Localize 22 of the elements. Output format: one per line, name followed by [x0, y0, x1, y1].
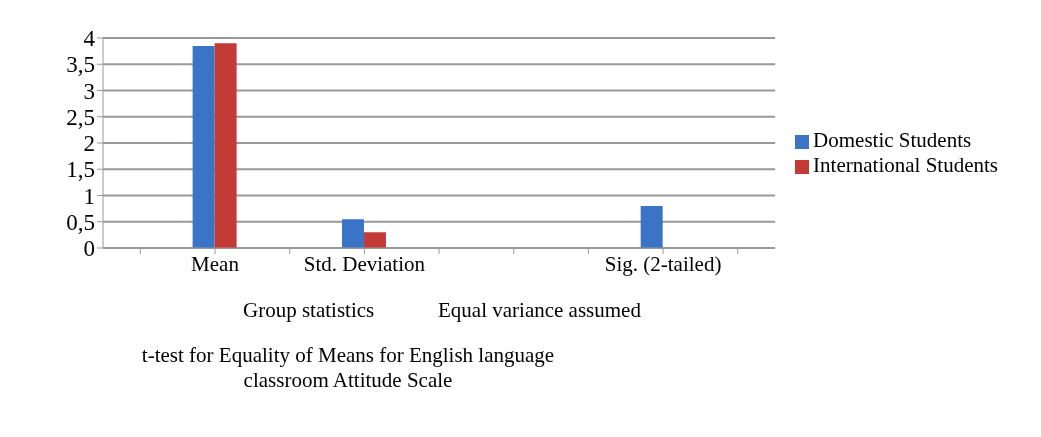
text: t-test for Equality of Means for English language classroom Attitude Scale [140, 343, 556, 393]
x-tick-label: Std. Deviation [303, 251, 426, 276]
y-tick-label: 4 [83, 26, 96, 52]
legend-label: Domestic Students [813, 128, 972, 152]
y-tick-label: 0,5 [66, 209, 95, 235]
y-tick-label: 2,5 [66, 104, 95, 130]
bar [192, 45, 215, 248]
y-tick-label: 3 [83, 78, 95, 104]
y-tick-label: 0 [83, 236, 95, 262]
text: Group statistics [243, 298, 375, 323]
legend-label: International Students [813, 153, 998, 177]
bar [214, 43, 237, 248]
bar [640, 206, 663, 248]
bar [341, 219, 364, 248]
y-tick-label: 1 [83, 183, 95, 209]
y-tick-label: 1,5 [66, 157, 95, 183]
y-tick-label: 3,5 [66, 52, 95, 78]
y-tick-label: 2 [83, 131, 95, 157]
x-tick-label: Sig. (2-tailed) [604, 251, 722, 276]
bar [363, 232, 386, 248]
text: Equal variance assumed [438, 298, 641, 323]
x-tick-label: Mean [191, 251, 240, 276]
